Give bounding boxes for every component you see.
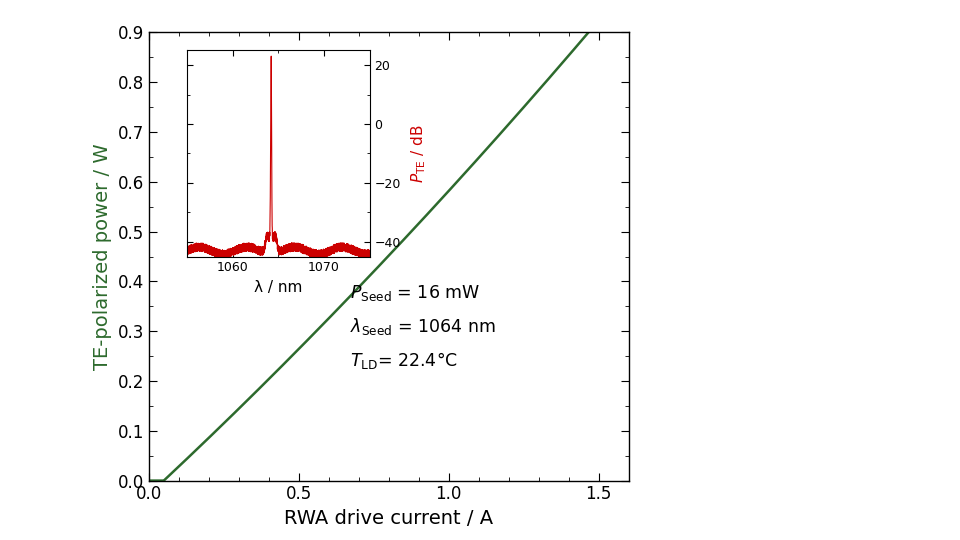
Text: $P_{\rm Seed}$ = 16 mW
$\lambda_{\rm Seed}$ = 1064 nm
$T_{\rm LD}$= 22.4°C: $P_{\rm Seed}$ = 16 mW $\lambda_{\rm See… (350, 284, 496, 371)
Y-axis label: TE-polarized power / W: TE-polarized power / W (93, 143, 112, 370)
X-axis label: RWA drive current / A: RWA drive current / A (284, 509, 493, 528)
